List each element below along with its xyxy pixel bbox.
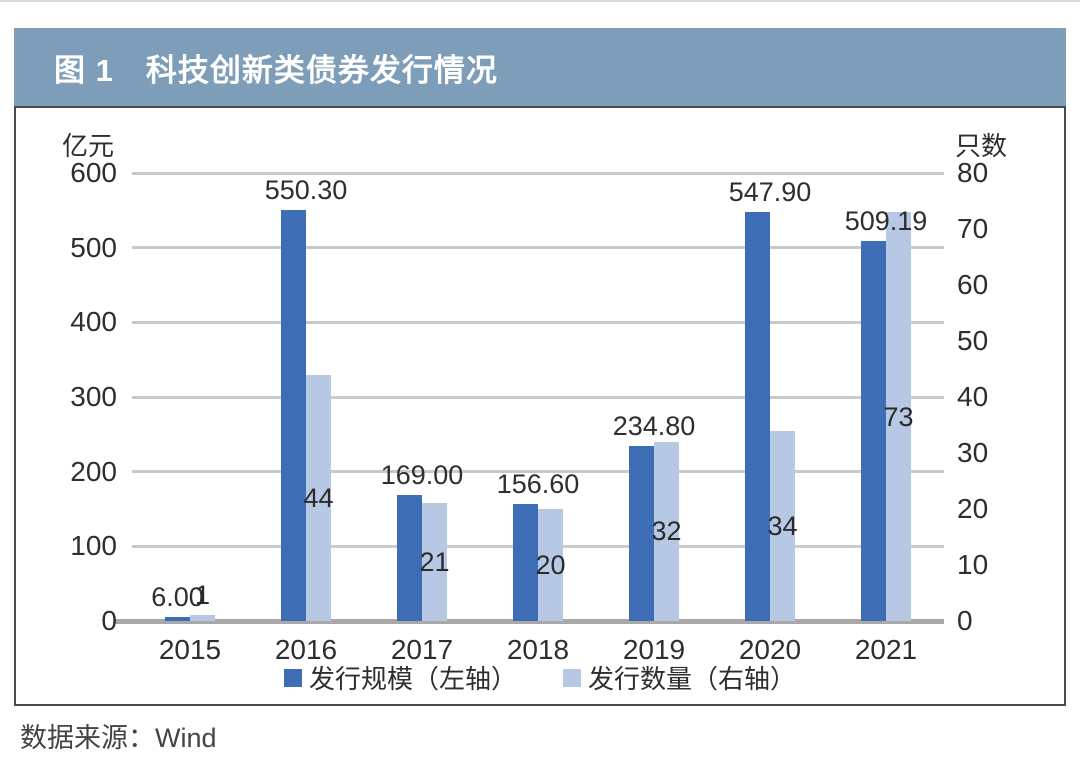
gridline xyxy=(132,171,944,175)
legend-label-scale: 发行规模（左轴） xyxy=(308,664,517,694)
value-label-scale-2020: 547.90 xyxy=(728,176,812,207)
value-label-count-2015: 1 xyxy=(194,580,211,611)
x-axis-line xyxy=(114,618,944,624)
value-label-count-2018: 20 xyxy=(535,550,566,580)
right-axis-tick-label: 50 xyxy=(957,325,989,356)
figure-title: 图 1 科技创新类债券发行情况 xyxy=(54,52,498,88)
right-axis-unit-label: 只数 xyxy=(955,131,1008,161)
value-label-scale-2019: 234.80 xyxy=(612,410,696,441)
figure-title-bar: 图 1 科技创新类债券发行情况 xyxy=(14,28,1066,106)
value-label-count-2021: 73 xyxy=(883,401,914,432)
legend-item-scale: 发行规模（左轴） xyxy=(283,659,517,696)
right-axis-tick-label: 20 xyxy=(957,493,989,524)
left-axis-tick-label: 500 xyxy=(70,231,117,263)
value-label-scale-2021: 509.19 xyxy=(844,205,928,236)
bar-count-2016 xyxy=(306,374,331,621)
data-source: 数据来源：Wind xyxy=(20,723,217,753)
right-axis-tick-label: 60 xyxy=(957,269,989,300)
right-axis-tick-label: 40 xyxy=(957,381,989,412)
bar-count-2021 xyxy=(886,212,911,621)
left-axis-tick-label: 0 xyxy=(101,605,117,636)
value-label-count-2020: 34 xyxy=(767,510,798,541)
x-axis-label-2020: 2020 xyxy=(738,634,802,665)
bar-count-2019 xyxy=(654,441,679,621)
legend-label-count: 发行数量（右轴） xyxy=(588,664,797,694)
value-label-scale-2017: 169.00 xyxy=(380,459,464,490)
right-axis-tick-label: 10 xyxy=(957,549,989,580)
bar-count-2018 xyxy=(538,509,563,621)
left-axis-tick-label: 200 xyxy=(70,455,117,487)
gridline xyxy=(132,470,944,474)
gridline xyxy=(132,320,944,324)
value-label-count-2017: 21 xyxy=(419,547,450,578)
x-axis-label-2016: 2016 xyxy=(274,634,338,665)
value-label-scale-2018: 156.60 xyxy=(496,469,580,500)
gridline xyxy=(132,395,944,399)
x-axis-label-2015: 2015 xyxy=(158,634,222,665)
bar-scale-2015 xyxy=(165,616,190,621)
value-label-count-2016: 44 xyxy=(303,482,334,513)
left-axis-tick-label: 400 xyxy=(70,306,117,338)
right-axis-tick-label: 30 xyxy=(957,437,989,468)
legend: 发行规模（左轴） 发行数量（右轴） xyxy=(16,659,1064,696)
right-axis-tick-label: 80 xyxy=(957,157,989,188)
x-axis-label-2017: 2017 xyxy=(390,634,454,665)
bar-scale-2019 xyxy=(629,445,654,621)
bar-scale-2016 xyxy=(281,210,306,621)
x-axis-label-2018: 2018 xyxy=(506,634,570,665)
bar-scale-2017 xyxy=(397,494,422,621)
bar-count-2020 xyxy=(770,430,795,621)
left-axis-tick-label: 600 xyxy=(70,157,117,188)
value-label-count-2019: 32 xyxy=(651,516,682,547)
legend-swatch-count-icon xyxy=(563,668,581,687)
left-axis-tick-label: 100 xyxy=(70,530,117,562)
bar-scale-2018 xyxy=(513,504,538,621)
x-axis-label-2021: 2021 xyxy=(854,634,918,665)
gridline xyxy=(132,246,944,250)
x-axis-label-2019: 2019 xyxy=(622,634,686,665)
legend-item-count: 发行数量（右轴） xyxy=(563,659,796,696)
bar-scale-2020 xyxy=(745,211,770,621)
page-top-divider xyxy=(0,0,1080,2)
left-axis-unit-label: 亿元 xyxy=(62,131,115,161)
legend-swatch-scale-icon xyxy=(283,668,302,687)
right-axis-tick-label: 0 xyxy=(957,605,973,636)
chart-panel: 亿元 只数 0 100 200 300 400 500 600 0 10 20 30 40 50 60 70… xyxy=(14,106,1066,706)
bar-count-2015 xyxy=(190,615,215,621)
right-axis-tick-label: 70 xyxy=(957,213,989,244)
left-axis-tick-label: 300 xyxy=(70,381,117,412)
value-label-scale-2016: 550.30 xyxy=(264,175,348,206)
value-label-scale-2015: 6.00 xyxy=(151,581,204,612)
bar-count-2017 xyxy=(422,503,447,621)
bar-scale-2021 xyxy=(861,240,886,621)
